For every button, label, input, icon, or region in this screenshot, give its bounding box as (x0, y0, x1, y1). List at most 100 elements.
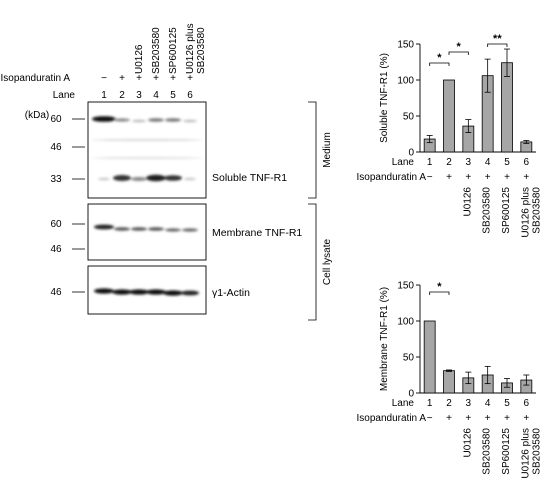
blot-sign-lane-1: − (101, 73, 107, 84)
lane-number-1: 1 (427, 157, 433, 168)
treatment-sign-lane-3: + (465, 413, 471, 424)
chart-membrane-tnfr1: 0 50 100 150 Membrane TNF-R1 (%) * Lane 1 2 3 4 5 6 I… (357, 281, 543, 479)
lane-number-6: 6 (524, 398, 530, 409)
blot-bands-membrane (94, 224, 198, 232)
significance-label-1: * (437, 52, 442, 64)
blot-inhibitor-lane-6-line2: SB203580 (196, 27, 207, 74)
inhibitor-label-lane-4: SB203580 (482, 428, 493, 475)
blot-lane-number-2: 2 (119, 90, 125, 101)
marker-33-soluble: 33 (50, 174, 62, 185)
lane-number-1: 1 (427, 398, 433, 409)
treatment-label: Isopanduratin A (1, 73, 71, 84)
western-blot: Isopanduratin A Lane (kDa) 1−2+3+U01264+… (1, 23, 333, 321)
blot-lane-number-1: 1 (101, 90, 107, 101)
y-tick-label-50: 50 (403, 353, 415, 364)
inhibitor-label-lane-6: U0126 plus (520, 187, 531, 238)
blot-lane-number-6: 6 (187, 90, 193, 101)
lane-label: Lane (392, 157, 415, 168)
blot-inhibitor-lane-5: SP600125 (168, 27, 179, 74)
y-tick-label-150: 150 (397, 40, 414, 51)
significance-label-1: * (437, 281, 442, 293)
lane-number-6: 6 (524, 157, 530, 168)
lane-number-5: 5 (504, 157, 510, 168)
bracket-medium (308, 101, 317, 199)
significance-bracket-3 (487, 43, 508, 47)
treatment-sign-lane-6: + (523, 172, 529, 183)
inhibitor-label-lane-4: SB203580 (482, 187, 493, 234)
y-tick-label-150: 150 (397, 281, 414, 292)
kda-label: (kDa) (25, 110, 49, 121)
treatment-label: Isopanduratin A (357, 172, 427, 183)
inhibitor-label-lane-3: U0126 (462, 187, 473, 217)
marker-46-membrane: 46 (50, 244, 62, 255)
blot-sign-lane-6: + (187, 73, 193, 84)
blot-panel-membrane (87, 203, 207, 261)
lane-number-3: 3 (466, 398, 472, 409)
blot-bands-soluble (92, 116, 202, 182)
y-tick-label-0: 0 (408, 148, 414, 159)
group-label-cell-lysate: Cell lysate (322, 239, 333, 286)
bar-lane-2 (443, 370, 455, 394)
treatment-sign-lane-5: + (504, 413, 510, 424)
y-tick-label-100: 100 (397, 317, 414, 328)
bar-lane-2 (443, 79, 455, 153)
y-tick-label-100: 100 (397, 76, 414, 87)
treatment-sign-lane-3: + (465, 172, 471, 183)
blot-bands-actin (94, 288, 199, 296)
marker-60-membrane: 60 (50, 219, 62, 230)
inhibitor-label-lane-6: U0126 plus (520, 428, 531, 479)
lane-number-4: 4 (485, 157, 491, 168)
y-tick-label-50: 50 (403, 112, 415, 123)
y-axis-title: Membrane TNF-R1 (%) (379, 287, 390, 391)
blot-sign-lane-3: + (136, 73, 142, 84)
lane-number-2: 2 (446, 398, 452, 409)
lane-number-3: 3 (466, 157, 472, 168)
treatment-label: Isopanduratin A (357, 413, 427, 424)
group-label-medium: Medium (322, 132, 333, 168)
treatment-sign-lane-4: + (485, 413, 491, 424)
inhibitor-label-lane-3: U0126 (462, 428, 473, 458)
blot-inhibitor-lane-3: U0126 (134, 44, 145, 74)
y-axis-title: Soluble TNF-R1 (%) (379, 53, 390, 143)
panel-label-membrane: Membrane TNF-R1 (212, 227, 302, 239)
blot-sign-lane-5: + (170, 73, 176, 84)
lane-number-4: 4 (485, 398, 491, 409)
lane-number-2: 2 (446, 157, 452, 168)
bracket-cell-lysate (308, 203, 317, 321)
inhibitor-label-lane-5: SP600125 (501, 187, 512, 234)
lane-label: Lane (392, 398, 415, 409)
blot-inhibitor-lane-6: U0126 plus (185, 23, 196, 74)
lane-label: Lane (53, 90, 76, 101)
inhibitor-label-lane-5: SP600125 (501, 428, 512, 475)
inhibitor-label-lane-6-line2: SB203580 (531, 187, 542, 234)
treatment-sign-lane-2: + (446, 413, 452, 424)
significance-bracket-1 (429, 291, 450, 295)
panel-label-actin: γ1-Actin (212, 287, 250, 299)
marker-ladder: 60 46 33 60 46 46 (50, 114, 85, 298)
y-tick-label-0: 0 (408, 389, 414, 400)
significance-label-3: ** (493, 33, 502, 45)
treatment-sign-lane-1: − (427, 413, 433, 424)
blot-lane-number-4: 4 (153, 90, 159, 101)
treatment-sign-lane-1: − (427, 172, 433, 183)
significance-bracket-1 (429, 62, 450, 66)
bar-lane-1 (423, 320, 436, 394)
blot-sign-lane-4: + (153, 73, 159, 84)
blot-lane-number-3: 3 (136, 90, 142, 101)
significance-label-2: * (457, 41, 462, 53)
marker-46-soluble: 46 (50, 142, 62, 153)
treatment-sign-lane-4: + (485, 172, 491, 183)
inhibitor-label-lane-6-line2: SB203580 (531, 428, 542, 475)
panel-label-soluble: Soluble TNF-R1 (212, 172, 287, 184)
treatment-sign-lane-5: + (504, 172, 510, 183)
lane-number-5: 5 (504, 398, 510, 409)
blot-inhibitor-lane-4: SB203580 (151, 27, 162, 74)
treatment-sign-lane-2: + (446, 172, 452, 183)
treatment-sign-lane-6: + (523, 413, 529, 424)
marker-46-actin: 46 (50, 287, 62, 298)
blot-sign-lane-2: + (119, 73, 125, 84)
significance-bracket-2 (448, 51, 469, 55)
